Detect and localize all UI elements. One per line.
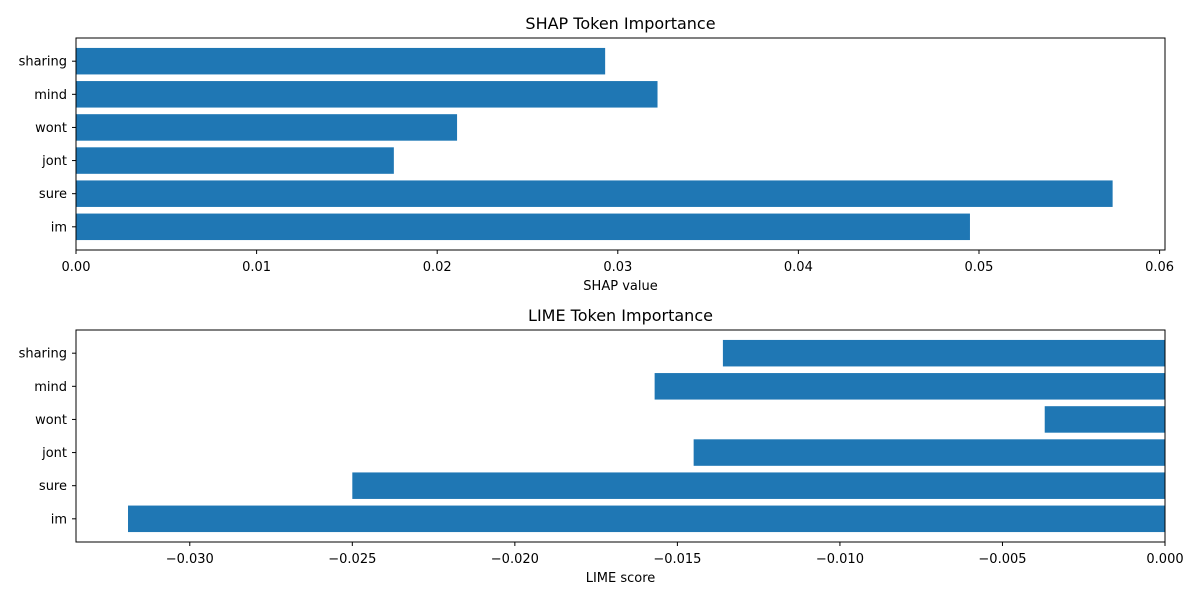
bar-mind	[654, 373, 1165, 400]
x-tick-label: 0.000	[1146, 552, 1183, 567]
x-axis: −0.030 −0.025 −0.020 −0.015 −0.010 −0.005 0.00…	[166, 542, 1184, 567]
y-tick-label: sharing	[19, 347, 67, 362]
x-tick-label: −0.030	[166, 552, 214, 567]
bar-sure	[76, 180, 1113, 207]
x-tick-label: 0.02	[423, 260, 452, 275]
x-tick-label: 0.03	[603, 260, 632, 275]
y-axis: im sure jont wont mind sharing	[19, 347, 76, 527]
y-tick-label: jont	[41, 154, 67, 169]
y-tick-label: sure	[39, 187, 67, 202]
y-tick-label: im	[51, 220, 67, 235]
y-axis: im sure jont wont mind sharing	[19, 55, 76, 235]
x-axis-label: LIME score	[586, 571, 656, 586]
x-tick-label: 0.01	[242, 260, 271, 275]
bar-im	[128, 505, 1165, 533]
bar-wont	[1044, 406, 1165, 433]
y-tick-label: im	[51, 512, 67, 527]
shap-chart: SHAP Token Importance im sure jont wont mind…	[19, 14, 1174, 294]
y-tick-label: wont	[35, 413, 67, 428]
chart-title: LIME Token Importance	[528, 306, 713, 325]
x-tick-label: −0.020	[491, 552, 539, 567]
bar-im	[76, 213, 970, 241]
bar-jont	[76, 147, 394, 174]
chart-title: SHAP Token Importance	[525, 14, 715, 33]
bar-sure	[352, 472, 1165, 499]
y-tick-label: sure	[39, 479, 67, 494]
lime-chart: LIME Token Importance im sure jont wont mind…	[19, 306, 1184, 586]
x-tick-label: −0.015	[653, 552, 701, 567]
bar-jont	[693, 439, 1165, 466]
x-tick-label: −0.005	[978, 552, 1026, 567]
x-axis: 0.00 0.01 0.02 0.03 0.04 0.05 0.06	[62, 250, 1174, 275]
y-tick-label: wont	[35, 121, 67, 136]
axes-frame	[75, 329, 1166, 543]
x-tick-label: 0.00	[62, 260, 91, 275]
y-tick-label: mind	[34, 88, 67, 103]
bar-sharing	[76, 47, 606, 75]
bar-mind	[76, 81, 658, 108]
x-tick-label: −0.025	[328, 552, 376, 567]
bar-wont	[76, 114, 458, 141]
y-tick-label: mind	[34, 380, 67, 395]
x-tick-label: 0.05	[965, 260, 994, 275]
bars-group	[128, 339, 1165, 533]
x-tick-label: −0.010	[816, 552, 864, 567]
x-axis-label: SHAP value	[583, 279, 657, 294]
y-tick-label: sharing	[19, 55, 67, 70]
axes-frame	[75, 37, 1166, 251]
x-tick-label: 0.04	[784, 260, 813, 275]
bar-sharing	[722, 339, 1165, 367]
y-tick-label: jont	[41, 446, 67, 461]
bars-group	[76, 47, 1113, 241]
x-tick-label: 0.06	[1145, 260, 1174, 275]
